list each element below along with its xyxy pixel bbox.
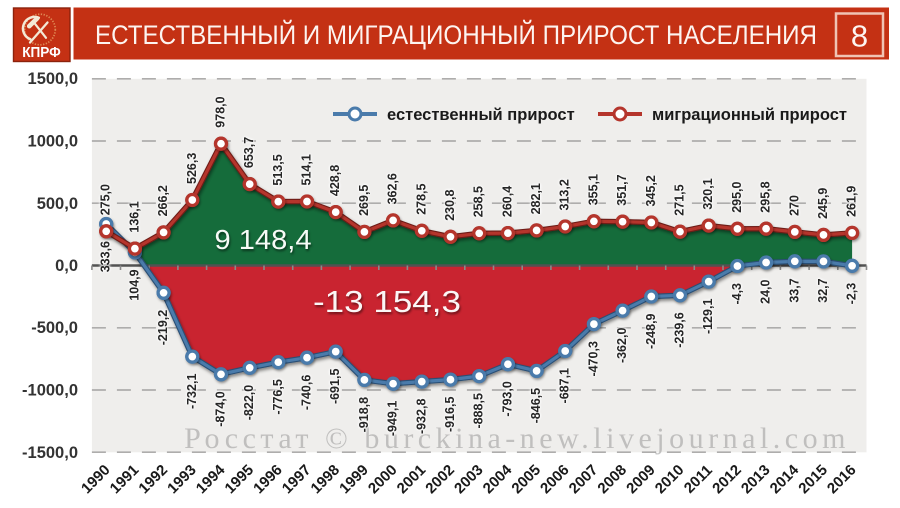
svg-text:0,0: 0,0 xyxy=(55,257,78,275)
svg-text:270: 270 xyxy=(787,195,801,216)
svg-text:-732,1: -732,1 xyxy=(185,374,199,409)
svg-text:258,5: 258,5 xyxy=(472,186,486,217)
svg-text:-500,0: -500,0 xyxy=(31,319,78,337)
svg-text:513,5: 513,5 xyxy=(271,154,285,185)
svg-text:260,4: 260,4 xyxy=(500,186,514,217)
svg-text:-846,5: -846,5 xyxy=(529,388,543,423)
svg-text:514,1: 514,1 xyxy=(300,154,314,185)
svg-text:-13 154,3: -13 154,3 xyxy=(313,284,461,319)
svg-text:-687,1: -687,1 xyxy=(558,368,572,403)
svg-text:320,1: 320,1 xyxy=(701,178,715,209)
svg-text:миграционный прирост: миграционный прирост xyxy=(652,106,847,124)
svg-text:526,3: 526,3 xyxy=(185,153,199,184)
svg-text:-691,5: -691,5 xyxy=(328,369,342,404)
svg-text:8: 8 xyxy=(851,19,868,54)
svg-text:295,0: 295,0 xyxy=(730,181,744,212)
svg-text:269,5: 269,5 xyxy=(357,185,371,216)
svg-text:-916,5: -916,5 xyxy=(443,397,457,432)
svg-text:245,9: 245,9 xyxy=(816,188,830,219)
svg-text:-4,3: -4,3 xyxy=(730,283,744,305)
svg-text:313,2: 313,2 xyxy=(558,179,572,210)
svg-text:428,8: 428,8 xyxy=(328,165,342,196)
svg-text:-362,0: -362,0 xyxy=(615,328,629,363)
svg-text:978,0: 978,0 xyxy=(214,96,228,127)
svg-text:24,0: 24,0 xyxy=(759,279,773,303)
svg-text:136,1: 136,1 xyxy=(127,201,141,232)
svg-text:1500,0: 1500,0 xyxy=(28,70,78,88)
svg-text:-918,8: -918,8 xyxy=(357,397,371,432)
svg-text:КПРФ: КПРФ xyxy=(22,44,61,61)
svg-text:104,9: 104,9 xyxy=(127,269,141,300)
svg-text:-239,6: -239,6 xyxy=(673,312,687,347)
svg-text:-822,0: -822,0 xyxy=(242,385,256,420)
svg-text:-219,2: -219,2 xyxy=(156,310,170,345)
svg-text:-740,6: -740,6 xyxy=(300,375,314,410)
svg-text:33,7: 33,7 xyxy=(787,278,801,302)
svg-text:9 148,4: 9 148,4 xyxy=(215,224,312,255)
svg-text:500,0: 500,0 xyxy=(37,195,78,213)
svg-text:естественный прирост: естественный прирост xyxy=(387,106,575,124)
svg-text:282,1: 282,1 xyxy=(529,183,543,214)
svg-text:275,0: 275,0 xyxy=(99,184,113,215)
svg-text:230,8: 230,8 xyxy=(443,189,457,220)
svg-text:32,7: 32,7 xyxy=(816,278,830,302)
svg-text:362,6: 362,6 xyxy=(386,173,400,204)
svg-text:-949,1: -949,1 xyxy=(386,401,400,436)
svg-text:266,2: 266,2 xyxy=(156,185,170,216)
svg-text:295,8: 295,8 xyxy=(759,181,773,212)
svg-text:-776,5: -776,5 xyxy=(271,379,285,414)
svg-text:-888,5: -888,5 xyxy=(472,393,486,428)
svg-text:-874,0: -874,0 xyxy=(214,391,228,426)
svg-text:355,1: 355,1 xyxy=(586,174,600,205)
svg-text:653,7: 653,7 xyxy=(242,137,256,168)
svg-text:278,5: 278,5 xyxy=(414,183,428,214)
svg-text:ЕСТЕСТВЕННЫЙ И МИГРАЦИОННЫЙ ПР: ЕСТЕСТВЕННЫЙ И МИГРАЦИОННЫЙ ПРИРОСТ НАСЕ… xyxy=(95,19,817,50)
svg-text:261,9: 261,9 xyxy=(845,186,859,217)
svg-text:-248,9: -248,9 xyxy=(644,313,658,348)
svg-text:-1500,0: -1500,0 xyxy=(22,444,78,462)
svg-text:-932,8: -932,8 xyxy=(414,399,428,434)
svg-text:351,7: 351,7 xyxy=(615,174,629,205)
svg-text:271,5: 271,5 xyxy=(673,184,687,215)
svg-text:-129,1: -129,1 xyxy=(701,299,715,334)
svg-text:-470,3: -470,3 xyxy=(586,341,600,376)
svg-text:333,6: 333,6 xyxy=(99,241,113,272)
svg-text:-1000,0: -1000,0 xyxy=(22,382,78,400)
svg-text:-2,3: -2,3 xyxy=(845,283,859,305)
svg-text:Росстат © burckina-new.livejou: Росстат © burckina-new.livejournal.com xyxy=(184,422,850,455)
svg-text:1000,0: 1000,0 xyxy=(28,133,78,151)
svg-text:-793,0: -793,0 xyxy=(500,381,514,416)
svg-text:345,2: 345,2 xyxy=(644,175,658,206)
